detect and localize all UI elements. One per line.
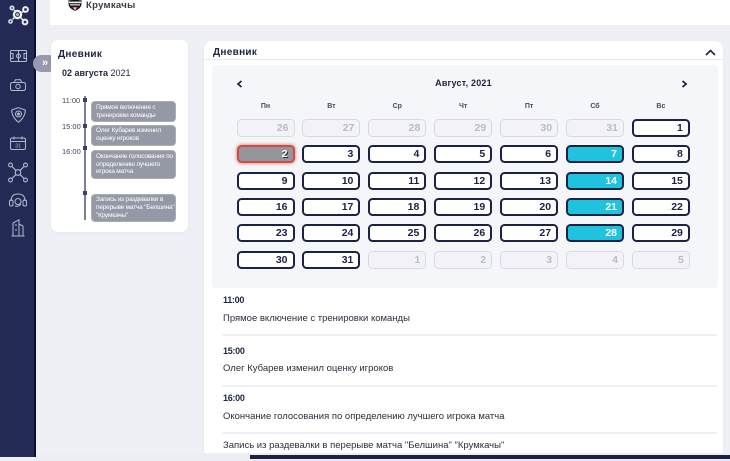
svg-text:31: 31 bbox=[15, 144, 21, 150]
